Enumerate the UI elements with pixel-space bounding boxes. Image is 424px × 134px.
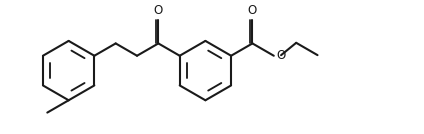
Text: O: O <box>276 49 285 62</box>
Text: O: O <box>248 4 257 17</box>
Text: O: O <box>154 4 163 17</box>
